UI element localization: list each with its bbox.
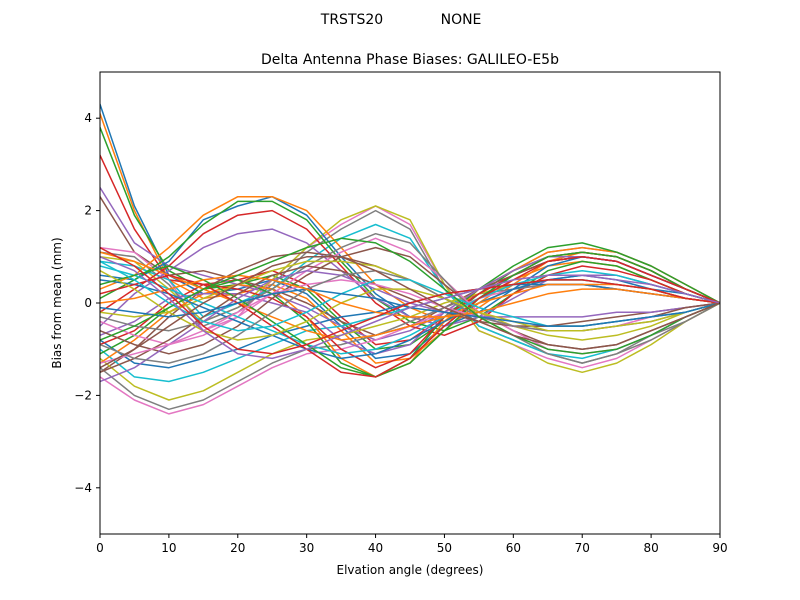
series-line-44 (100, 246, 720, 355)
suptitle-right: NONE (441, 12, 482, 28)
x-tick-label: 90 (712, 541, 727, 555)
y-axis-label: Bias from mean (mm) (50, 237, 64, 368)
y-tick-label: −2 (74, 388, 92, 402)
series-line-43 (100, 237, 720, 355)
x-tick-label: 70 (575, 541, 590, 555)
x-tick-label: 20 (230, 541, 245, 555)
x-tick-label: 30 (299, 541, 314, 555)
series-group (100, 103, 720, 415)
x-tick-label: 60 (506, 541, 521, 555)
y-tick-label: 2 (84, 204, 92, 218)
y-tick-label: −4 (74, 481, 92, 495)
chart-title: Delta Antenna Phase Biases: GALILEO-E5b (261, 52, 559, 68)
series-line-46 (100, 256, 720, 369)
series-line-45 (100, 256, 720, 360)
series-line-42 (100, 274, 720, 318)
x-tick-label: 80 (643, 541, 658, 555)
x-axis-label: Elvation angle (degrees) (337, 563, 484, 577)
y-axis: 4 2 0 −2 −4 (74, 111, 100, 495)
x-tick-label: 0 (96, 541, 104, 555)
x-tick-label: 10 (161, 541, 176, 555)
x-tick-label: 40 (368, 541, 383, 555)
y-tick-label: 4 (84, 111, 92, 125)
series-line-34 (100, 256, 720, 378)
x-tick-label: 50 (437, 541, 452, 555)
suptitle-left: TRSTS20 (320, 12, 383, 28)
x-axis: 0 10 20 30 40 50 60 70 80 90 (96, 534, 728, 555)
y-tick-label: 0 (84, 296, 92, 310)
